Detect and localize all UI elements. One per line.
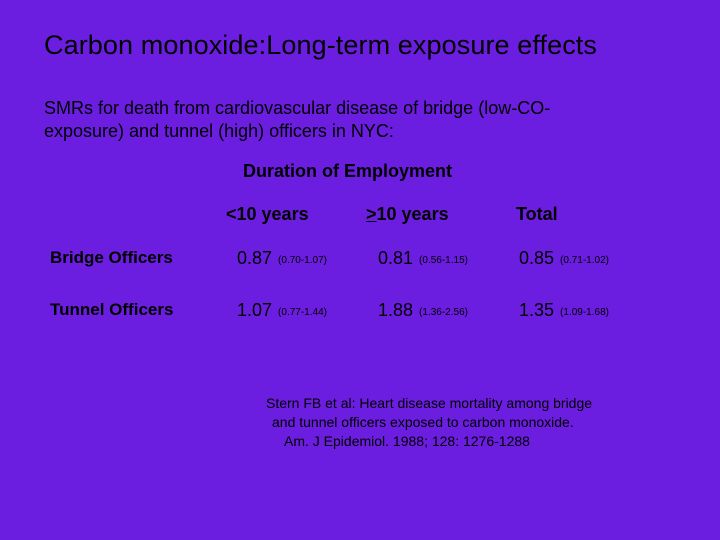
cell-ci: (0.70-1.07) <box>278 255 327 266</box>
table-cell: 0.81 (0.56-1.15) <box>378 248 468 269</box>
table-cell: 0.87 (0.70-1.07) <box>237 248 327 269</box>
row-label-tunnel: Tunnel Officers <box>50 300 174 319</box>
table-cell: 0.85 (0.71-1.02) <box>519 248 609 269</box>
cell-ci: (1.09-1.68) <box>560 307 609 318</box>
cell-ci: (0.56-1.15) <box>419 255 468 266</box>
cell-value: 0.85 <box>519 248 555 268</box>
cell-value: 1.35 <box>519 300 555 320</box>
cell-value: 0.87 <box>237 248 273 268</box>
reference-line-3: Am. J Epidemiol. 1988; 128: 1276-1288 <box>284 433 530 449</box>
table-heading: Duration of Employment <box>243 161 453 181</box>
cell-value: 0.81 <box>378 248 414 268</box>
cell-value: 1.88 <box>378 300 414 320</box>
column-header-under-10: <10 years <box>226 204 309 224</box>
column-header-over-10-symbol: > <box>366 204 377 224</box>
slide-title: Carbon monoxide:Long-term exposure effec… <box>44 30 598 60</box>
reference-line-2: and tunnel officers exposed to carbon mo… <box>272 414 574 430</box>
row-label-bridge: Bridge Officers <box>50 248 173 267</box>
column-header-total: Total <box>516 204 558 224</box>
cell-ci: (0.71-1.02) <box>560 255 609 266</box>
cell-ci: (1.36-2.56) <box>419 307 468 318</box>
table-cell: 1.35 (1.09-1.68) <box>519 300 609 321</box>
cell-ci: (0.77-1.44) <box>278 307 327 318</box>
intro-line-2: exposure) and tunnel (high) officers in … <box>44 121 394 141</box>
intro-line-1: SMRs for death from cardiovascular disea… <box>44 98 551 118</box>
reference-citation: Stern FB et al: Heart disease mortality … <box>266 394 686 451</box>
column-header-over-10: >10 years <box>366 204 449 225</box>
reference-line-1: Stern FB et al: Heart disease mortality … <box>266 395 593 411</box>
table-cell: 1.07 (0.77-1.44) <box>237 300 327 321</box>
column-header-over-10-text: 10 years <box>376 204 449 224</box>
intro-text: SMRs for death from cardiovascular disea… <box>44 97 664 143</box>
table-cell: 1.88 (1.36-2.56) <box>378 300 468 321</box>
cell-value: 1.07 <box>237 300 273 320</box>
